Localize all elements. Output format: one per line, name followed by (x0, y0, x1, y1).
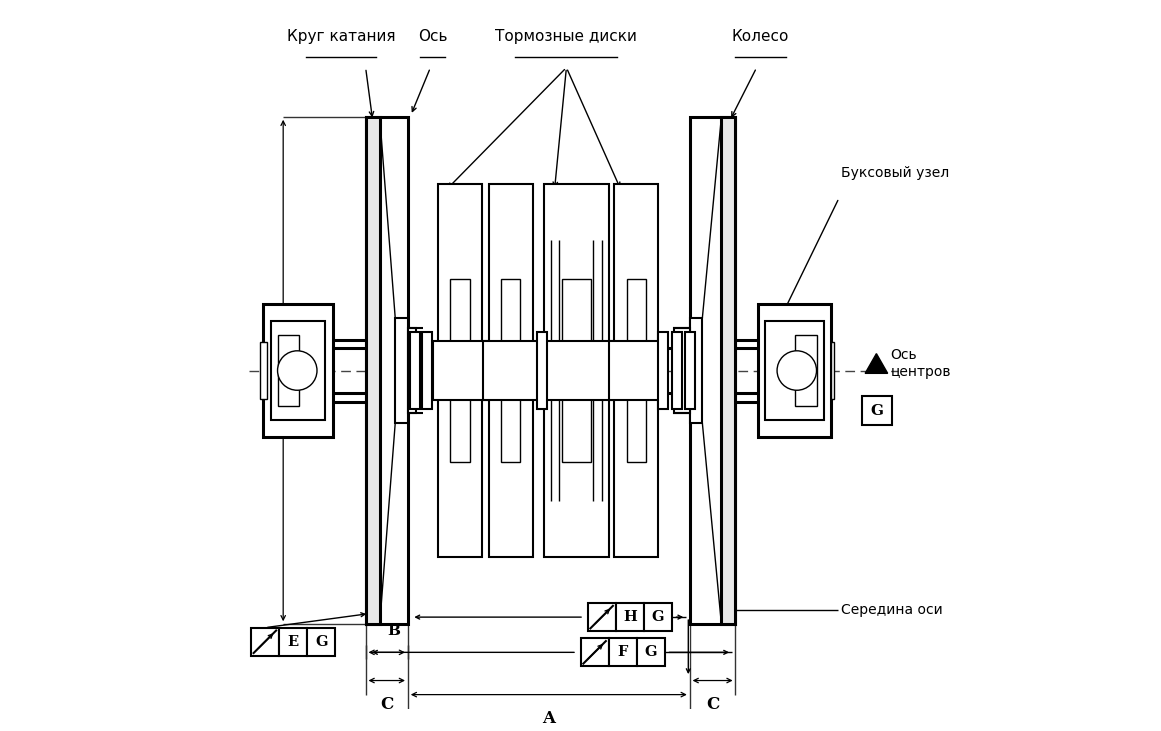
Bar (721, 117, 736, 624)
Bar (795, 336, 816, 406)
Bar (765, 321, 823, 420)
Bar (366, 117, 408, 624)
Bar (251, 628, 279, 656)
Bar (675, 328, 690, 413)
Bar (408, 328, 417, 413)
Text: Круг катания: Круг катания (287, 29, 395, 44)
Bar (279, 628, 308, 656)
Bar (863, 396, 892, 425)
Bar (536, 332, 547, 409)
Bar (637, 638, 665, 667)
Text: G: G (644, 645, 657, 659)
Bar (614, 183, 658, 557)
Bar (830, 342, 834, 398)
Bar (421, 332, 432, 409)
Text: D: D (262, 362, 279, 379)
Bar (562, 279, 591, 462)
Bar (543, 183, 608, 557)
Text: B: B (388, 624, 401, 638)
Bar (277, 336, 298, 406)
Text: C: C (380, 696, 394, 713)
Polygon shape (865, 354, 888, 374)
Text: Буксовый узел: Буксовый узел (842, 166, 950, 181)
Text: G: G (871, 404, 884, 417)
Bar (608, 341, 664, 400)
Bar (264, 303, 332, 437)
Bar (690, 117, 736, 624)
Bar (395, 318, 408, 423)
Bar (539, 341, 614, 400)
Bar (366, 117, 380, 624)
Text: Ось
центров: Ось центров (890, 349, 951, 379)
Bar (450, 279, 470, 462)
Text: E: E (288, 635, 298, 649)
Bar (438, 183, 482, 557)
Bar (627, 279, 646, 462)
Bar (433, 341, 488, 400)
Text: A: A (542, 710, 555, 727)
Bar (644, 603, 672, 631)
Text: C: C (706, 696, 719, 713)
Text: G: G (651, 610, 664, 624)
Text: Колесо: Колесо (731, 29, 788, 44)
Bar (658, 332, 668, 409)
Bar (260, 342, 267, 398)
Text: Ось: Ось (418, 29, 447, 44)
Bar (271, 321, 325, 420)
Bar (672, 332, 682, 409)
Bar (410, 332, 420, 409)
Bar (489, 183, 533, 557)
Text: G: G (315, 635, 327, 649)
Circle shape (277, 351, 317, 390)
Bar (483, 341, 539, 400)
Text: Тормозные диски: Тормозные диски (496, 29, 637, 44)
Bar (580, 638, 608, 667)
Bar (608, 638, 637, 667)
Bar (587, 603, 615, 631)
Bar (685, 332, 694, 409)
Text: Середина оси: Середина оси (842, 603, 943, 617)
Text: H: H (623, 610, 636, 624)
Circle shape (777, 351, 816, 390)
Bar (615, 603, 644, 631)
Text: F: F (618, 645, 628, 659)
Bar (308, 628, 336, 656)
Bar (502, 279, 520, 462)
Bar (758, 303, 830, 437)
Bar (690, 318, 702, 423)
